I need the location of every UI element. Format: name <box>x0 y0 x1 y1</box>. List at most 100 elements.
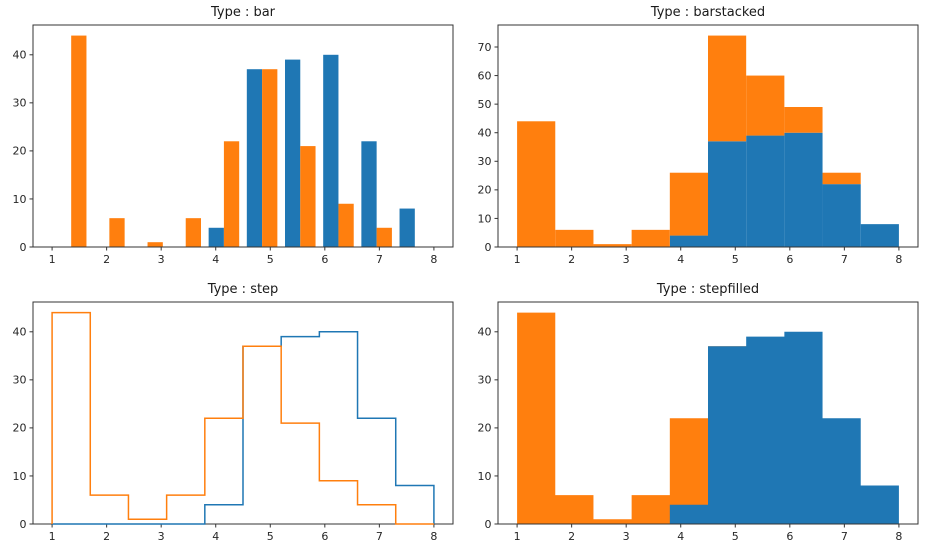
y-tick-label: 0 <box>20 241 27 254</box>
subplot-stepfilled-canvas: 1 2 3 4 5 6 7 8 0 10 20 30 40 Type : stepfilled <box>478 282 919 543</box>
axes-spines <box>497 301 919 525</box>
x-tick-label: 2 <box>568 253 575 266</box>
y-tick-label: 30 <box>478 374 492 387</box>
x-tick-label: 7 <box>841 253 848 266</box>
y-tick-label: 10 <box>13 193 27 206</box>
x-tick-label: 6 <box>786 253 793 266</box>
x-tick-label: 3 <box>158 530 165 543</box>
subplot-stepfilled: 1 2 3 4 5 6 7 8 0 10 20 30 40 Type : stepfilled <box>465 277 930 554</box>
axes-spines <box>32 301 454 525</box>
histogram-bar-segment <box>822 172 861 185</box>
histogram-bar-segment <box>669 235 708 247</box>
histogram-bar <box>285 59 301 248</box>
histogram-bar <box>147 242 163 247</box>
x-tick-label: 7 <box>376 530 383 543</box>
x-tick-label: 1 <box>514 253 521 266</box>
histogram-bar <box>376 227 392 247</box>
x-tick-label: 4 <box>212 530 219 543</box>
x-tick-label: 4 <box>212 253 219 266</box>
subplot-bar-canvas: 1 2 3 4 5 6 7 8 0 10 20 30 40 Type : bar <box>13 5 454 266</box>
y-tick-label: 30 <box>13 97 27 110</box>
histogram-bar-segment <box>746 135 785 247</box>
histogram-bar-segment <box>784 132 823 247</box>
x-tick-label: 1 <box>49 253 56 266</box>
y-tick-label: 20 <box>478 422 492 435</box>
histogram-bar-segment <box>708 35 747 142</box>
histogram-bar <box>246 69 263 247</box>
x-tick-label: 5 <box>732 253 739 266</box>
histogram-bar <box>361 141 377 247</box>
chart-title: Type : barstacked <box>650 5 765 20</box>
y-tick-label: 40 <box>478 127 492 140</box>
subplot-step: 1 2 3 4 5 6 7 8 0 10 20 30 40 Type : step <box>0 277 465 554</box>
histogram-bar-segment <box>631 229 670 247</box>
histogram-bar <box>262 69 278 247</box>
histogram-bar-segment <box>555 229 594 247</box>
histogram-bar-segment <box>517 121 556 247</box>
x-tick-label: 4 <box>677 530 684 543</box>
y-tick-label: 30 <box>13 374 27 387</box>
x-tick-label: 3 <box>623 253 630 266</box>
x-tick-label: 8 <box>430 530 437 543</box>
y-tick-label: 20 <box>13 145 27 158</box>
histogram-bar-segment <box>784 107 823 133</box>
x-tick-label: 2 <box>103 253 110 266</box>
histogram-bar <box>338 203 354 247</box>
y-tick-label: 10 <box>478 212 492 225</box>
subplot-step-canvas: 1 2 3 4 5 6 7 8 0 10 20 30 40 Type : step <box>13 282 454 543</box>
y-tick-label: 60 <box>478 69 492 82</box>
x-tick-label: 6 <box>321 530 328 543</box>
chart-title: Type : step <box>207 282 279 297</box>
chart-title: Type : bar <box>210 5 276 20</box>
histogram-bar <box>185 218 201 247</box>
y-tick-label: 40 <box>478 326 492 339</box>
x-tick-label: 1 <box>49 530 56 543</box>
x-tick-label: 4 <box>677 253 684 266</box>
y-tick-label: 50 <box>478 98 492 111</box>
step-outline <box>52 331 435 525</box>
histogram-bar <box>208 227 224 247</box>
x-tick-label: 8 <box>895 530 902 543</box>
x-tick-label: 7 <box>841 530 848 543</box>
subplot-barstacked: 1 2 3 4 5 6 7 8 0 10 20 30 40 50 60 70 Type : barstacked <box>465 0 930 277</box>
x-tick-label: 7 <box>376 253 383 266</box>
x-tick-label: 8 <box>430 253 437 266</box>
y-tick-label: 20 <box>13 422 27 435</box>
chart-title: Type : stepfilled <box>656 282 759 297</box>
histogram-bar-segment <box>746 75 785 136</box>
histogram-bar-segment <box>593 244 632 247</box>
x-tick-label: 3 <box>158 253 165 266</box>
stepfilled-area <box>517 312 899 524</box>
y-tick-label: 40 <box>13 49 27 62</box>
axes-spines <box>497 24 919 248</box>
y-tick-label: 10 <box>478 470 492 483</box>
histogram-bar <box>109 218 125 247</box>
x-tick-label: 5 <box>732 530 739 543</box>
y-tick-label: 0 <box>20 518 27 531</box>
y-tick-label: 20 <box>478 184 492 197</box>
x-tick-label: 8 <box>895 253 902 266</box>
stepfilled-area <box>517 331 899 524</box>
step-outline <box>51 311 434 525</box>
y-tick-label: 0 <box>485 241 492 254</box>
x-tick-label: 6 <box>786 530 793 543</box>
y-tick-label: 30 <box>478 155 492 168</box>
y-tick-label: 40 <box>13 326 27 339</box>
subplot-bar: 1 2 3 4 5 6 7 8 0 10 20 30 40 Type : bar <box>0 0 465 277</box>
x-tick-label: 5 <box>267 530 274 543</box>
x-tick-label: 2 <box>103 530 110 543</box>
y-tick-label: 0 <box>485 518 492 531</box>
histogram-bar-segment <box>708 141 747 247</box>
histogram-bar <box>323 54 339 247</box>
y-tick-label: 10 <box>13 470 27 483</box>
histogram-bar <box>300 146 316 247</box>
plot-area <box>33 25 453 247</box>
histogram-bar <box>71 35 87 248</box>
x-tick-label: 2 <box>568 530 575 543</box>
histogram-bar <box>223 141 240 247</box>
subplot-barstacked-canvas: 1 2 3 4 5 6 7 8 0 10 20 30 40 50 60 70 Type : barstacked <box>478 5 919 266</box>
y-tick-label: 70 <box>478 41 492 54</box>
x-tick-label: 3 <box>623 530 630 543</box>
x-tick-label: 5 <box>267 253 274 266</box>
